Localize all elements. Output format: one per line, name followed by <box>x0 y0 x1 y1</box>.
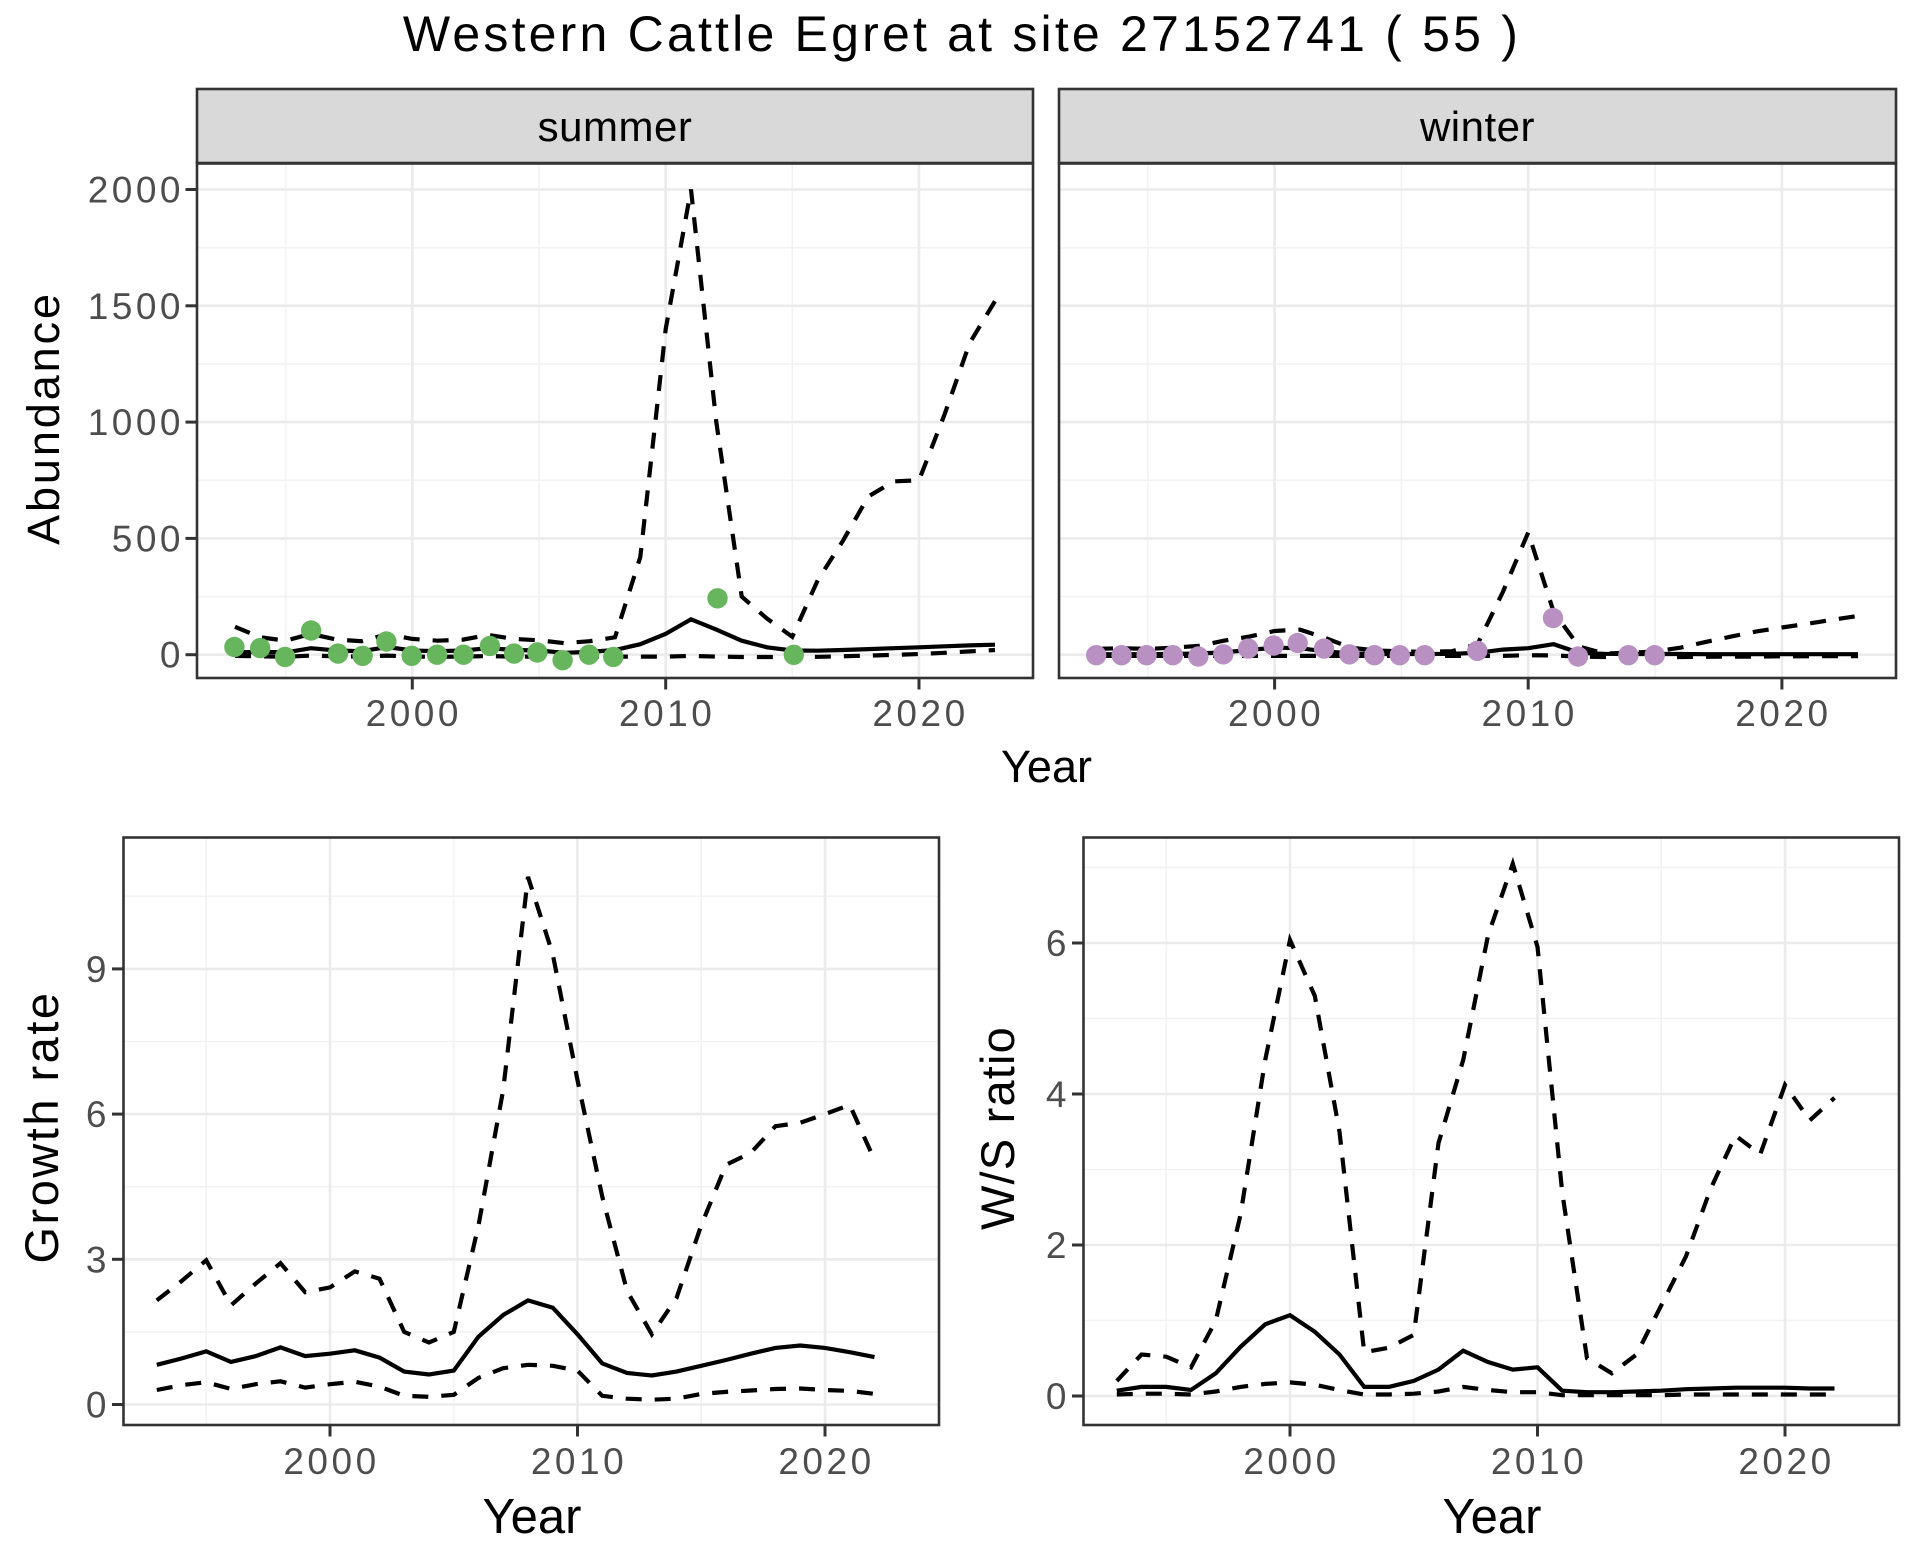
svg-text:winter: winter <box>1419 103 1535 150</box>
svg-text:2020: 2020 <box>872 693 968 734</box>
svg-text:Year: Year <box>482 1490 581 1544</box>
svg-text:2010: 2010 <box>1491 1441 1587 1482</box>
svg-text:2000: 2000 <box>1243 1441 1339 1482</box>
svg-text:4: 4 <box>1046 1074 1070 1115</box>
svg-text:6: 6 <box>86 1094 110 1135</box>
svg-text:0: 0 <box>160 635 184 676</box>
svg-text:9: 9 <box>86 949 110 990</box>
svg-text:Year: Year <box>1001 741 1092 792</box>
svg-text:W/S ratio: W/S ratio <box>971 1026 1024 1230</box>
svg-text:2000: 2000 <box>366 693 462 734</box>
svg-text:Abundance: Abundance <box>18 291 69 545</box>
svg-text:2000: 2000 <box>88 170 184 211</box>
svg-text:Year: Year <box>1442 1490 1541 1544</box>
svg-text:2010: 2010 <box>619 693 715 734</box>
svg-text:2020: 2020 <box>1738 1441 1834 1482</box>
svg-text:1500: 1500 <box>88 286 184 327</box>
svg-text:2010: 2010 <box>531 1441 627 1482</box>
svg-text:summer: summer <box>538 103 693 150</box>
svg-text:6: 6 <box>1046 923 1070 964</box>
svg-text:0: 0 <box>86 1385 110 1426</box>
svg-text:3: 3 <box>86 1239 110 1280</box>
svg-text:Growth rate: Growth rate <box>15 990 68 1263</box>
svg-text:0: 0 <box>1046 1376 1070 1417</box>
svg-text:500: 500 <box>112 518 184 559</box>
svg-text:2020: 2020 <box>1735 693 1831 734</box>
svg-text:2010: 2010 <box>1482 693 1578 734</box>
svg-text:Western Cattle Egret at site 2: Western Cattle Egret at site 27152741 ( … <box>403 6 1521 62</box>
svg-text:2000: 2000 <box>283 1441 379 1482</box>
svg-text:2000: 2000 <box>1228 693 1324 734</box>
svg-text:1000: 1000 <box>88 402 184 443</box>
svg-text:2: 2 <box>1046 1225 1070 1266</box>
svg-text:2020: 2020 <box>778 1441 874 1482</box>
